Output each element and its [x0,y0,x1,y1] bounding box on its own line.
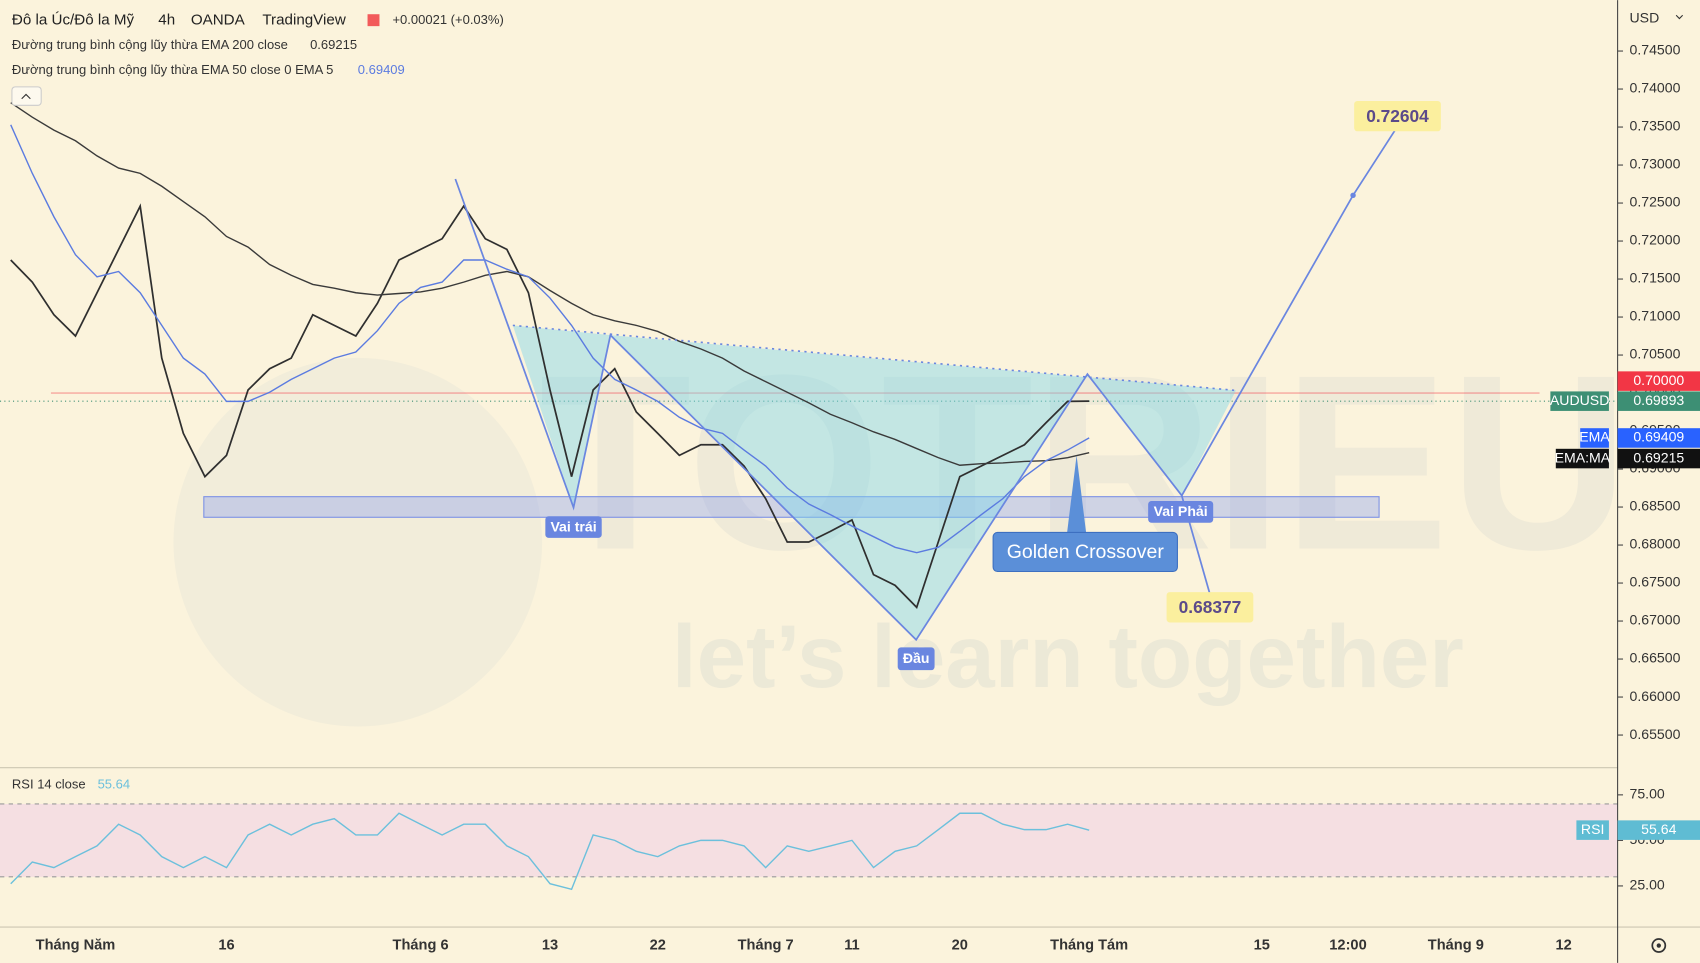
badge-value: 55.64 [1641,821,1676,837]
badge-value-box [1617,391,1700,411]
ema200-legend-value: 0.69215 [310,37,357,52]
target-box [1166,592,1254,623]
x-tick-label: 22 [650,937,666,953]
callout-box [992,531,1178,573]
collapse-icon [21,93,31,100]
y-tick-label: 0.67000 [1630,612,1681,628]
y-tick-label: 0.74000 [1630,80,1681,96]
target-point [1350,192,1356,198]
currency-caret [1675,14,1684,20]
x-tick-label: 12 [1556,937,1572,953]
y-tick-label: 0.73000 [1630,156,1681,172]
left-shoulder-label: Vai trái [550,518,596,534]
y-tick-label: 0.65500 [1630,726,1681,742]
pattern-line [454,127,1398,642]
badge-value-box [1617,448,1700,469]
y-tick-label: 0.66000 [1630,688,1681,704]
neckline [512,324,1237,392]
right-shoulder-label: Vai Phải [1154,503,1208,519]
badge-value-box [1617,428,1700,448]
badge-name: AUDUSD [1550,392,1609,408]
price-line-badge [1617,371,1700,391]
badge-name-box [1580,428,1609,448]
change: +0.00021 (+0.03%) [392,12,503,27]
x-tick-label: Tháng 9 [1428,937,1484,953]
x-tick-label: 15 [1254,937,1270,953]
badge-name: EMA:MA [1555,449,1611,465]
x-tick-label: 20 [952,937,968,953]
price-line-label: 0.70000 [1633,372,1684,388]
badge-value: 0.69893 [1633,392,1684,408]
platform: TradingView [262,12,345,29]
golden-crossover-label: Golden Crossover [1007,541,1165,563]
watermark-tagline: let’s learn together [672,607,1464,706]
support-zone [203,496,1380,518]
head-label: Đầu [903,650,930,666]
badge-name-box [1550,391,1609,411]
target-up-label: 0.72604 [1366,106,1429,126]
label-box [545,516,602,538]
rsi-legend-value: 55.64 [98,777,131,792]
y-tick-label: 0.74500 [1630,42,1681,58]
x-tick-label: Tháng 6 [393,937,449,953]
badge-name-box [1576,820,1609,840]
ema200-legend: Đường trung bình cộng lũy thừa EMA 200 c… [12,37,288,52]
currency-label: USD [1630,9,1660,25]
y-tick-label: 0.68500 [1630,498,1681,514]
series-line [10,812,1090,891]
series-line [10,102,1090,466]
y-tick-label: 0.70500 [1630,346,1681,362]
y-tick-label: 0.72500 [1630,194,1681,210]
y-tick-label: 0.68000 [1630,536,1681,552]
rsi-band [0,803,1618,877]
badge-value: 0.69215 [1633,449,1684,465]
badge-name-box [1555,448,1609,469]
target-box [1354,100,1441,132]
badge-name: RSI [1581,821,1604,837]
interval: 4h [158,12,175,29]
watermark-logo [173,357,543,727]
y-tick-label: 0.73500 [1630,118,1681,134]
x-tick-label: Tháng 7 [738,937,794,953]
y-tick-label: 75.00 [1630,786,1665,802]
target-down-label: 0.68377 [1179,597,1242,617]
y-tick-label: 0.66500 [1630,650,1681,666]
series-line [10,203,1090,609]
x-tick-label: 16 [218,937,234,953]
x-tick-label: 11 [844,937,859,953]
settings-icon[interactable] [1651,938,1667,953]
y-tick-label: 0.67500 [1630,574,1681,590]
pattern-fill [512,325,1236,640]
rsi-title: RSI 14 close [12,777,86,792]
label-box [1148,501,1214,523]
badge-name: EMA [1579,429,1610,445]
symbol: Đô la Úc/Đô la Mỹ [12,12,135,29]
x-tick-label: Tháng Năm [36,937,116,953]
y-tick-label: 0.72000 [1630,232,1681,248]
callout-pointer [1066,455,1087,535]
ema50-legend-value: 0.69409 [358,62,405,77]
x-tick-label: 13 [542,937,558,953]
y-tick-label: 0.71000 [1630,308,1681,324]
back-layer [0,392,1618,878]
y-tick-label: 0.71500 [1630,270,1681,286]
y-tick-label: 25.00 [1630,877,1665,893]
front-layer: Tháng Năm 16 Tháng 6 13 22 Tháng 7 11 20 Tháng T… [36,42,1700,953]
series-layer [10,102,1090,891]
x-tick-label: 12:00 [1329,937,1366,953]
x-tick-label: Tháng Tám [1050,937,1128,953]
badge-value-box [1617,820,1700,840]
market-status [367,14,380,27]
collapse-button[interactable] [11,86,42,106]
label-box [897,647,935,671]
badge-value: 0.69409 [1633,429,1684,445]
series-line [10,124,1090,554]
source: OANDA [191,12,246,29]
ema50-legend: Đường trung bình cộng lũy thừa EMA 50 cl… [12,62,334,77]
